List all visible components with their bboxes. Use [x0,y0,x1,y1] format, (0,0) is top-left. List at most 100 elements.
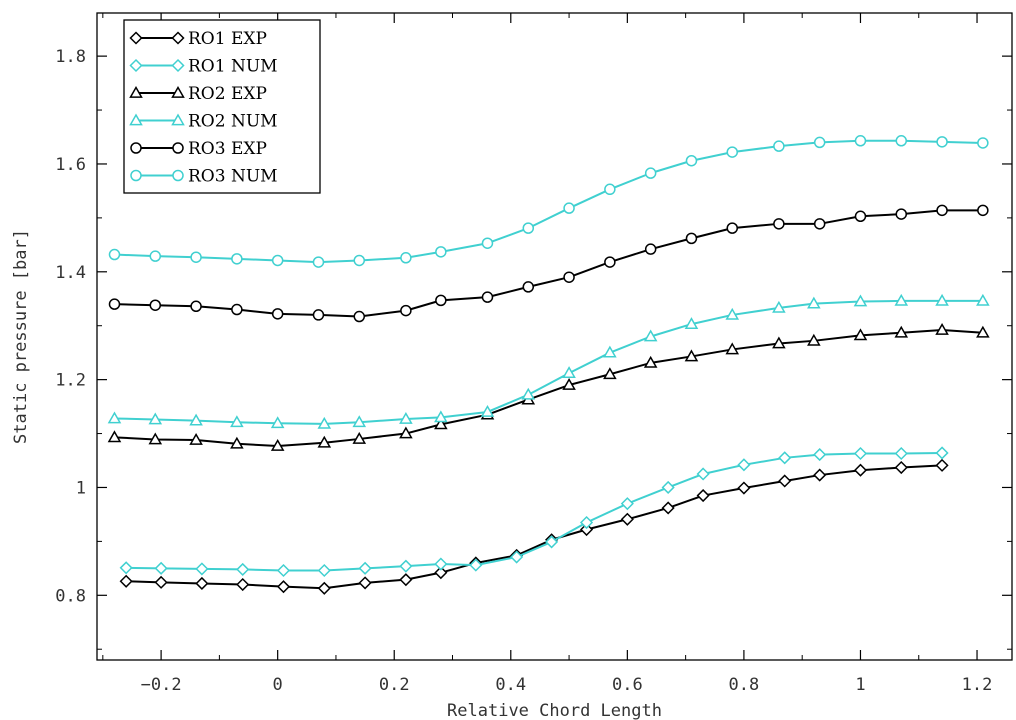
data-point-ro3-exp [231,303,243,316]
series-line-ro1-num [126,451,943,572]
y-tick-label: 1.4 [55,263,86,283]
legend-label: RO2 NUM [188,112,278,132]
legend-entry: RO3 EXP [130,139,267,159]
data-point-ro3-exp [108,298,121,310]
series-ro1-num [119,446,949,578]
data-point-ro2-exp [399,426,413,439]
data-point-ro3-exp [813,218,826,230]
data-point-ro1-exp [853,463,868,477]
data-point-ro3-exp [353,310,366,323]
data-point-ro1-num [894,446,908,461]
series-ro2-exp [107,323,990,451]
legend-label: RO3 EXP [188,139,267,159]
legend-label: RO1 EXP [188,29,267,49]
data-point-ro1-num [545,535,559,549]
data-point-ro2-num [352,415,367,428]
data-point-ro3-num [685,154,698,167]
data-point-ro1-num [154,561,168,575]
data-point-ro3-num [813,136,826,149]
data-point-ro1-num [510,550,524,564]
data-point-ro3-num [604,183,616,196]
x-tick-label: 1 [855,675,865,695]
data-point-ro2-num [894,293,909,306]
data-point-ro1-num [813,448,827,462]
data-point-ro2-num [270,416,285,429]
data-point-ro2-num [148,412,163,425]
data-point-ro1-exp [276,580,291,594]
data-point-ro2-exp [684,349,699,362]
plot-frame [96,12,1013,661]
data-point-ro1-exp [935,458,949,472]
series-line-ro3-exp [114,209,983,318]
data-point-ro3-num [353,254,366,267]
data-point-ro3-exp [435,294,447,307]
data-point-ro3-exp [149,299,162,311]
data-point-ro1-num [276,563,291,578]
data-point-ro1-exp [737,481,751,495]
series-ro3-num [108,135,989,268]
data-point-ro2-num [480,404,495,417]
data-point-ro2-num [853,294,868,307]
series-line-ro3-num [114,139,983,264]
legend-marker [130,142,142,154]
x-axis-label: Relative Chord Length [447,701,662,720]
data-point-ro3-num [231,253,243,265]
data-point-ro3-exp [563,271,575,283]
legend-marker [171,58,185,73]
data-point-ro2-exp [603,367,617,380]
x-tick-label: −0.2 [141,675,182,695]
legend: RO1 EXP RO1 NUM RO2 EXP RO2 NUM RO3 EXP RO3 N… [123,19,321,194]
data-point-ro3-num [726,146,739,158]
legend-entry: RO2 NUM [129,112,278,132]
series-ro2-num [107,293,990,429]
y-tick-label: 1 [76,478,86,498]
data-point-ro2-exp [976,325,990,338]
data-point-ro3-num [149,250,162,262]
legend-marker [171,31,185,45]
series-group [107,135,990,595]
data-point-ro1-num [317,563,331,578]
data-point-ro2-exp [725,342,740,355]
data-point-ro2-num [107,411,122,424]
data-point-ro2-exp [270,438,285,451]
data-point-ro2-exp [853,328,868,341]
data-point-ro3-exp [685,232,698,245]
x-tick-label: 1.2 [962,675,993,695]
data-point-ro3-exp [271,308,284,320]
data-point-ro1-exp [358,576,372,590]
x-tick-label: 0.6 [612,675,643,695]
data-point-ro1-exp [813,468,827,482]
series-line-ro2-exp [114,329,983,447]
data-point-ro2-exp [107,430,122,443]
legend-marker [129,85,143,98]
data-point-ro2-num [807,296,821,309]
data-point-ro2-exp [894,325,909,338]
data-point-ro1-num [620,497,634,511]
data-point-ro1-num [119,561,133,575]
data-point-ro2-num [725,307,740,320]
data-point-ro2-num [399,411,413,424]
data-point-ro1-exp [434,566,448,580]
y-axis-label: Static pressure [bar] [11,229,31,444]
data-point-ro1-exp [399,573,413,587]
data-point-ro3-exp [400,304,412,317]
data-point-ro3-exp [895,208,908,220]
data-point-ro1-exp [894,460,908,475]
x-tick-label: 0.4 [495,675,526,695]
series-line-ro2-num [114,299,983,425]
data-point-ro2-num [772,300,786,313]
data-point-ro1-num [358,561,372,575]
legend-marker [129,31,143,45]
data-point-ro2-exp [772,336,786,349]
data-point-ro2-num [935,293,949,306]
data-point-ro3-exp [481,291,494,303]
data-point-ro2-num [603,345,617,358]
data-point-ro1-num [737,458,751,472]
data-point-ro3-num [481,237,494,249]
y-tick-label: 1.2 [55,371,86,391]
data-point-ro3-num [108,248,121,261]
data-point-ro1-num [434,557,448,571]
x-tick-label: 0.2 [379,675,410,695]
legend-marker [171,85,185,98]
